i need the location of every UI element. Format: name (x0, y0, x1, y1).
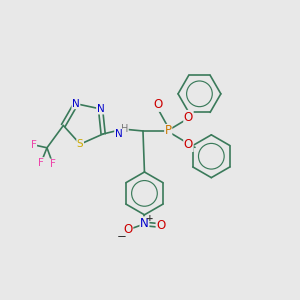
Text: O: O (124, 223, 133, 236)
Text: O: O (156, 219, 165, 232)
Text: N: N (115, 129, 122, 139)
Text: S: S (77, 139, 83, 149)
Text: O: O (184, 138, 193, 152)
Text: N: N (140, 217, 149, 230)
Text: F: F (50, 159, 56, 169)
Text: P: P (165, 124, 172, 137)
Text: −: − (117, 230, 127, 243)
Text: +: + (146, 214, 154, 223)
Text: O: O (153, 98, 163, 111)
Text: H: H (121, 124, 128, 134)
Text: F: F (31, 140, 37, 150)
Text: O: O (184, 110, 193, 124)
Text: N: N (97, 104, 104, 114)
Text: N: N (72, 99, 80, 109)
Text: F: F (38, 158, 44, 168)
